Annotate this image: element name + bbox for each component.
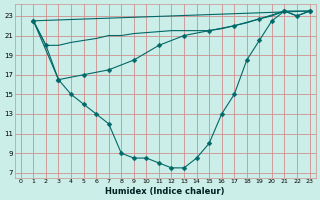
X-axis label: Humidex (Indice chaleur): Humidex (Indice chaleur) — [106, 187, 225, 196]
